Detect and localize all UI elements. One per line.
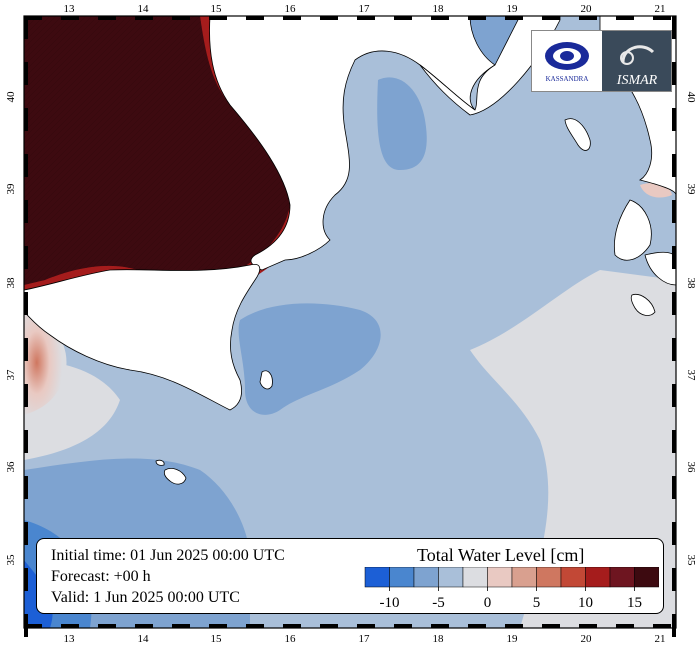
legend-swatch	[413, 567, 439, 588]
initial-time: Initial time: 01 Jun 2025 00:00 UTC	[51, 547, 285, 564]
legend-colorbar: -10 -5 0 5 10 15	[364, 567, 659, 611]
legend-swatch	[634, 567, 659, 588]
lon-label-bottom: 14	[138, 633, 150, 645]
land-greece-coast	[644, 251, 676, 286]
kassandra-logo-icon: KASSANDRA	[544, 42, 589, 83]
lat-label-right: 38	[685, 278, 697, 290]
land-malta	[163, 468, 187, 485]
frame-ticks	[24, 16, 676, 637]
kassandra-logo: KASSANDRA	[532, 31, 602, 91]
legend-swatch	[511, 567, 537, 588]
lon-label-bottom: 15	[211, 633, 223, 645]
lon-label-top: 16	[285, 3, 297, 15]
axis-labels: 13 13 14 14 15 15 16 16 17 17 18 18 19 19 20 20 21 21 40 40…	[5, 3, 697, 645]
lon-label-top: 13	[64, 3, 76, 15]
legend-title: Total Water Level [cm]	[417, 545, 585, 565]
legend-swatch	[438, 567, 464, 588]
lat-label-right: 37	[685, 370, 697, 382]
lat-label-right: 35	[685, 555, 697, 567]
lat-label-left: 35	[5, 554, 17, 566]
forecast-hour: Forecast: +00 h	[51, 568, 151, 585]
legend-swatch	[560, 567, 586, 588]
ismar-logo-text: ISMAR	[616, 73, 658, 88]
legend-label: -5	[432, 595, 445, 611]
lat-label-left: 37	[5, 369, 17, 381]
lon-label-top: 14	[138, 3, 150, 15]
legend-swatch	[389, 567, 415, 588]
lon-label-top: 15	[211, 3, 223, 15]
info-legend-box: Initial time: 01 Jun 2025 00:00 UTC Fore…	[36, 538, 664, 614]
lat-label-right: 39	[685, 184, 697, 196]
legend-label: -10	[380, 595, 400, 611]
legend-label: 5	[533, 595, 541, 611]
legend-swatch	[364, 567, 390, 588]
legend-label: 10	[578, 595, 593, 611]
sea-low-gulf	[377, 77, 427, 170]
ismar-logo: ISMAR	[601, 31, 671, 91]
legend-swatch	[462, 567, 488, 588]
lat-label-left: 38	[5, 277, 17, 289]
lon-label-top: 20	[581, 3, 593, 15]
land-corfu	[564, 118, 591, 151]
legend-label: 0	[484, 595, 492, 611]
land-sicily	[24, 263, 261, 411]
legend-swatch	[609, 567, 635, 588]
legend-swatch	[487, 567, 513, 588]
legend-swatch	[536, 567, 562, 588]
sea-low-ionian	[238, 303, 381, 415]
legend-label: 15	[627, 595, 642, 611]
land-zakynthos	[630, 293, 656, 316]
lon-label-bottom: 21	[655, 633, 666, 645]
lon-label-bottom: 13	[64, 633, 76, 645]
lon-label-top: 19	[507, 3, 519, 15]
lat-label-left: 40	[5, 91, 17, 103]
lon-label-top: 17	[359, 3, 371, 15]
lat-label-left: 39	[5, 183, 17, 195]
lat-label-right: 40	[685, 92, 697, 104]
map-frame	[23, 15, 677, 629]
land-lefkada	[613, 199, 652, 261]
lon-label-top: 18	[433, 3, 445, 15]
land-salento	[419, 16, 561, 116]
lon-label-bottom: 16	[285, 633, 297, 645]
ismar-logo-icon: ISMAR	[616, 45, 658, 88]
land-gozo	[155, 459, 165, 466]
lon-label-bottom: 19	[507, 633, 519, 645]
lon-label-bottom: 20	[581, 633, 593, 645]
lat-label-right: 36	[685, 462, 697, 474]
valid-time: Valid: 1 Jun 2025 00:00 UTC	[51, 589, 240, 606]
legend-swatch	[585, 567, 611, 588]
map-content	[24, 16, 676, 628]
logos: KASSANDRA ISMAR	[531, 30, 672, 92]
land-islet	[259, 370, 273, 390]
lon-label-top: 21	[655, 3, 666, 15]
lon-label-bottom: 18	[433, 633, 445, 645]
sea-mesh	[24, 16, 290, 285]
lon-label-bottom: 17	[359, 633, 371, 645]
lat-label-left: 36	[5, 461, 17, 473]
kassandra-logo-text: KASSANDRA	[545, 75, 588, 83]
